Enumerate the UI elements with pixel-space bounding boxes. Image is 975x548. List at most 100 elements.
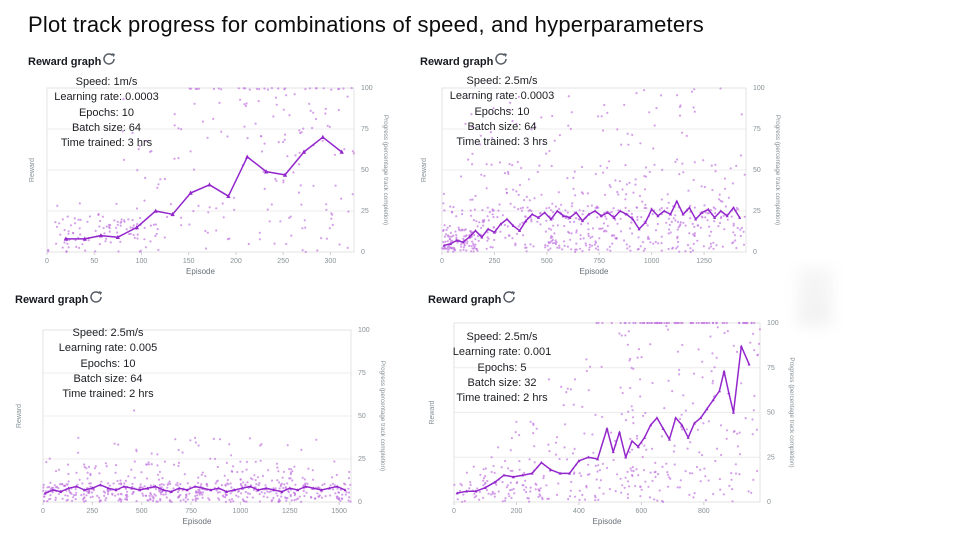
svg-text:50: 50 (767, 410, 775, 417)
svg-text:25: 25 (753, 208, 761, 215)
svg-text:1500: 1500 (331, 508, 347, 515)
svg-text:500: 500 (136, 508, 148, 515)
svg-text:50: 50 (90, 258, 98, 265)
annotation-epochs: Epochs: 5 (477, 361, 527, 374)
svg-text:300: 300 (325, 258, 337, 265)
svg-text:0: 0 (358, 499, 362, 506)
svg-text:25: 25 (361, 208, 369, 215)
refresh-icon[interactable] (501, 289, 517, 305)
svg-text:Progress (percentage track com: Progress (percentage track completion) (774, 115, 781, 225)
svg-text:250: 250 (277, 258, 289, 265)
panel-title: Reward graph (15, 294, 89, 306)
reward-graph-panel-top-right: Reward graph Speed: 2.5m/s Learning rate… (420, 52, 781, 280)
annotation-epochs: Epochs: 10 (78, 106, 135, 119)
annotation-batch-size: Batch size: 64 (467, 120, 537, 133)
refresh-icon[interactable] (88, 289, 104, 305)
svg-text:500: 500 (541, 258, 553, 265)
svg-text:75: 75 (361, 126, 369, 133)
hyperparameter-annotation: Speed: 1m/s Learning rate: 0.0003 Epochs… (34, 75, 179, 151)
reward-graph-panel-top-left: Reward graph Speed: 1m/s Learning rate: … (28, 52, 389, 280)
svg-text:250: 250 (489, 258, 501, 265)
svg-text:100: 100 (136, 258, 148, 265)
svg-text:100: 100 (753, 85, 765, 92)
annotation-epochs: Epochs: 10 (80, 357, 136, 370)
svg-text:1250: 1250 (696, 258, 712, 265)
annotation-learning-rate: Learning rate: 0.005 (58, 342, 158, 355)
annotation-batch-size: Batch size: 64 (71, 121, 142, 134)
svg-text:100: 100 (361, 85, 373, 92)
svg-text:400: 400 (573, 508, 585, 515)
svg-text:1000: 1000 (644, 258, 660, 265)
svg-text:750: 750 (185, 508, 197, 515)
svg-text:25: 25 (358, 456, 366, 463)
svg-text:50: 50 (361, 167, 369, 174)
svg-text:Reward: Reward (16, 404, 23, 428)
panel-header: Reward graph (428, 290, 786, 306)
svg-text:Progress (percentage track com: Progress (percentage track completion) (379, 361, 386, 471)
reward-chart: 0 25 50 75 100 0 250 500 750 1000 1250 1500 Episode R… (15, 306, 386, 532)
hyperparameter-annotation: Speed: 2.5m/s Learning rate: 0.0003 Epoc… (432, 74, 572, 150)
annotation-batch-size: Batch size: 64 (73, 372, 143, 385)
reward-graph-panel-bottom-right: Reward graph Speed: 2.5m/s Learning rate… (428, 290, 795, 532)
svg-text:Reward: Reward (429, 400, 436, 424)
faint-smudge (798, 268, 832, 326)
svg-text:750: 750 (593, 258, 605, 265)
panel-header: Reward graph (15, 290, 383, 306)
svg-text:0: 0 (767, 499, 771, 506)
svg-text:1000: 1000 (233, 508, 249, 515)
annotation-time-trained: Time trained: 3 hrs (456, 136, 548, 149)
svg-text:Reward: Reward (421, 158, 428, 182)
svg-text:50: 50 (753, 167, 761, 174)
annotation-learning-rate: Learning rate: 0.0003 (449, 90, 555, 103)
svg-text:250: 250 (87, 508, 99, 515)
refresh-icon[interactable] (101, 51, 117, 67)
svg-text:600: 600 (636, 508, 648, 515)
annotation-epochs: Epochs: 10 (474, 105, 530, 118)
svg-text:100: 100 (767, 320, 779, 327)
annotation-learning-rate: Learning rate: 0.0003 (54, 91, 159, 104)
svg-text:75: 75 (753, 126, 761, 133)
reward-chart: 0 25 50 75 100 0 250 500 750 1000 1250 Episode Rewar… (420, 68, 781, 280)
svg-text:Progress (percentage track com: Progress (percentage track completion) (788, 357, 795, 467)
svg-text:25: 25 (767, 454, 775, 461)
svg-text:0: 0 (753, 249, 757, 256)
svg-text:200: 200 (230, 258, 242, 265)
svg-text:Episode: Episode (183, 517, 212, 526)
panel-header: Reward graph (420, 52, 772, 68)
svg-text:800: 800 (698, 508, 710, 515)
svg-text:0: 0 (45, 258, 49, 265)
annotation-speed: Speed: 2.5m/s (466, 331, 538, 343)
svg-text:Progress (percentage track com: Progress (percentage track completion) (382, 115, 389, 225)
panel-title: Reward graph (28, 56, 102, 68)
panel-header: Reward graph (28, 52, 380, 68)
annotation-time-trained: Time trained: 3 hrs (60, 137, 153, 150)
panel-title: Reward graph (420, 56, 494, 68)
svg-text:200: 200 (511, 508, 523, 515)
svg-text:75: 75 (358, 370, 366, 377)
annotation-speed: Speed: 2.5m/s (466, 75, 538, 87)
page-title: Plot track progress for combinations of … (28, 12, 704, 37)
svg-text:0: 0 (452, 508, 456, 515)
reward-graph-panel-bottom-left: Reward graph Speed: 2.5m/s Learning rate… (15, 290, 386, 532)
svg-text:0: 0 (41, 508, 45, 515)
svg-text:Episode: Episode (593, 517, 622, 526)
annotation-speed: Speed: 2.5m/s (72, 327, 144, 339)
hyperparameter-annotation: Speed: 2.5m/s Learning rate: 0.005 Epoch… (38, 326, 178, 402)
svg-text:Episode: Episode (580, 267, 609, 276)
annotation-learning-rate: Learning rate: 0.001 (452, 346, 552, 359)
svg-text:Reward: Reward (29, 158, 36, 182)
reward-chart: 0 25 50 75 100 0 50 100 150 200 250 300 Episode Rewar… (28, 68, 389, 280)
panel-title: Reward graph (428, 294, 502, 306)
svg-text:50: 50 (358, 413, 366, 420)
annotation-speed: Speed: 1m/s (75, 76, 138, 88)
reward-chart: 0 25 50 75 100 0 200 400 600 800 Episode Reward Prog… (428, 306, 795, 532)
svg-text:150: 150 (183, 258, 195, 265)
svg-text:100: 100 (358, 327, 370, 334)
annotation-time-trained: Time trained: 2 hrs (456, 392, 548, 405)
annotation-time-trained: Time trained: 2 hrs (62, 388, 154, 401)
svg-text:1250: 1250 (282, 508, 298, 515)
svg-text:0: 0 (361, 249, 365, 256)
svg-text:Episode: Episode (186, 267, 215, 276)
svg-text:75: 75 (767, 365, 775, 372)
refresh-icon[interactable] (493, 51, 509, 67)
